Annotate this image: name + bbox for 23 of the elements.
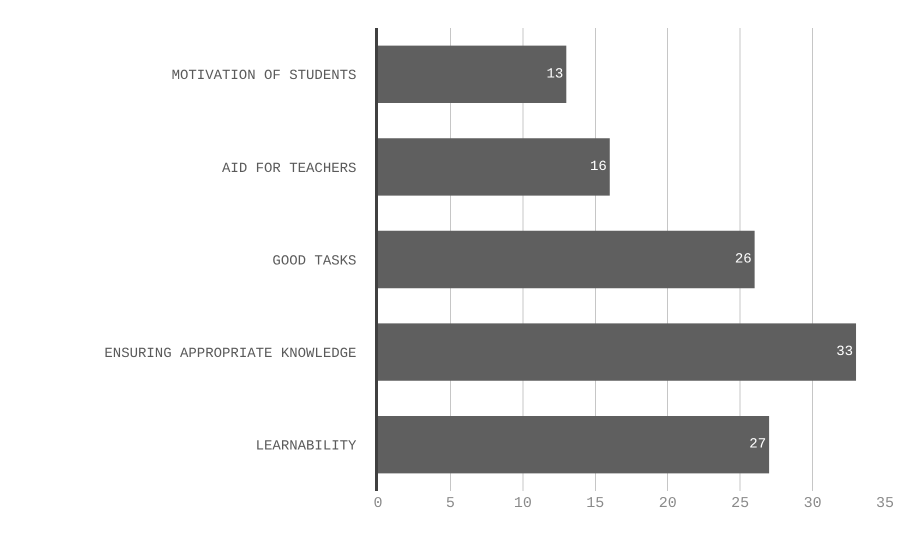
x-tick-label: 30 [804,495,822,512]
data-label: 27 [749,436,766,453]
y-tick-label: MOTIVATION OF STUDENTS [172,68,356,84]
x-tick-label: 20 [658,495,677,512]
bar [378,230,755,288]
bar [378,416,770,474]
data-label: 33 [836,344,854,360]
y-tick-label: GOOD TASKS [272,253,356,270]
x-tick-label: 5 [446,495,455,512]
bar [378,46,566,104]
y-tick-label: AID FOR TEACHERS [222,160,356,177]
x-tick-label: 10 [514,495,532,512]
x-tick-label: 35 [876,495,894,512]
data-label: 13 [546,66,564,82]
data-label: 26 [734,252,752,268]
y-tick-label: ENSURING APPROPRIATE KNOWLEDGE [104,346,356,362]
x-tick-label: 15 [586,495,604,512]
data-label: 16 [590,158,607,175]
y-tick-label: LEARNABILITY [256,438,358,455]
bar [378,138,610,196]
bar [378,323,856,381]
x-tick-label: 25 [731,495,750,512]
x-tick-label: 0 [373,495,383,512]
